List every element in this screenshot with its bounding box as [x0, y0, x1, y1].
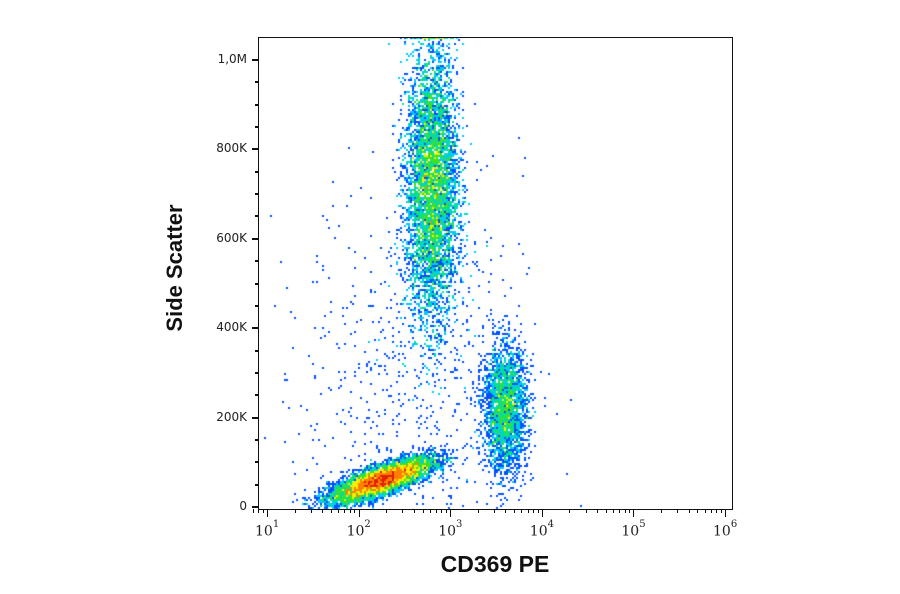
- y-tick-label: 0: [239, 499, 247, 513]
- y-minor-tick: [255, 193, 258, 196]
- x-tick-label: 106: [713, 519, 738, 540]
- x-minor-tick: [569, 509, 571, 513]
- x-minor-tick: [386, 509, 388, 513]
- y-tick: [252, 237, 258, 240]
- y-tick-label: 400K: [216, 320, 247, 335]
- x-minor-tick: [252, 509, 254, 513]
- x-minor-tick: [505, 509, 507, 513]
- x-minor-tick: [521, 509, 523, 513]
- y-minor-tick: [255, 394, 258, 397]
- x-minor-tick: [413, 509, 415, 513]
- x-minor-tick: [354, 509, 356, 513]
- x-tick-label: 102: [346, 519, 371, 540]
- x-minor-tick: [349, 509, 351, 513]
- x-minor-tick: [338, 509, 340, 513]
- x-minor-tick: [624, 509, 626, 513]
- plot-frame: [258, 37, 733, 510]
- x-minor-tick: [446, 509, 447, 513]
- y-minor-tick: [255, 81, 258, 84]
- y-tick-label: 800K: [216, 141, 247, 156]
- density-plot-area: [258, 37, 733, 510]
- y-minor-tick: [255, 461, 258, 464]
- x-minor-tick: [585, 509, 587, 513]
- x-minor-tick: [596, 509, 598, 513]
- x-minor-tick: [258, 509, 260, 513]
- x-minor-tick: [322, 509, 324, 513]
- x-minor-tick: [710, 509, 712, 513]
- x-tick: [633, 509, 635, 517]
- y-tick: [252, 327, 258, 330]
- x-tick: [358, 509, 360, 517]
- x-minor-tick: [537, 509, 539, 513]
- x-tick-label: 103: [438, 519, 463, 540]
- x-axis-label: CD369 PE: [440, 551, 550, 577]
- y-minor-tick: [255, 483, 258, 486]
- x-minor-tick: [344, 509, 346, 513]
- x-minor-tick: [677, 509, 679, 513]
- x-minor-tick: [605, 509, 607, 513]
- y-minor-tick: [255, 260, 258, 263]
- x-minor-tick: [429, 509, 431, 513]
- y-minor-tick: [255, 349, 258, 352]
- x-minor-tick: [441, 509, 443, 513]
- y-minor-tick: [255, 103, 258, 106]
- x-minor-tick: [436, 509, 437, 513]
- y-tick-label: 600K: [216, 230, 247, 245]
- x-minor-tick: [310, 509, 312, 513]
- y-minor-tick: [255, 438, 258, 441]
- y-tick-label: 200K: [216, 409, 247, 424]
- y-tick: [252, 416, 258, 419]
- y-minor-tick: [255, 371, 258, 374]
- x-minor-tick: [720, 509, 722, 513]
- y-minor-tick: [255, 170, 258, 173]
- x-minor-tick: [697, 509, 699, 513]
- x-tick-label: 104: [529, 519, 554, 540]
- x-minor-tick: [704, 509, 706, 513]
- x-minor-tick: [493, 509, 495, 513]
- x-minor-tick: [514, 509, 516, 513]
- x-minor-tick: [477, 509, 479, 513]
- x-minor-tick: [629, 509, 631, 513]
- x-tick: [725, 509, 726, 517]
- x-minor-tick: [532, 509, 534, 513]
- y-tick: [252, 59, 258, 61]
- y-minor-tick: [255, 126, 258, 129]
- x-minor-tick: [527, 509, 529, 513]
- x-minor-tick: [660, 509, 662, 513]
- x-minor-tick: [422, 509, 424, 513]
- x-minor-tick: [619, 509, 621, 513]
- x-tick-label: 105: [621, 519, 646, 540]
- x-minor-tick: [613, 509, 615, 513]
- x-tick: [267, 509, 268, 517]
- y-minor-tick: [255, 215, 258, 218]
- y-tick-label: 1,0M: [217, 52, 247, 66]
- y-tick: [252, 148, 258, 151]
- x-tick-label: 101: [255, 519, 280, 540]
- y-tick: [252, 506, 258, 508]
- x-minor-tick: [402, 509, 404, 513]
- y-minor-tick: [255, 304, 258, 307]
- x-minor-tick: [716, 509, 718, 513]
- y-minor-tick: [255, 282, 258, 285]
- x-minor-tick: [688, 509, 690, 513]
- x-tick: [541, 509, 543, 517]
- x-minor-tick: [294, 509, 296, 513]
- x-minor-tick: [331, 509, 333, 513]
- x-minor-tick: [262, 509, 264, 513]
- y-axis-label: Side Scatter: [162, 204, 187, 332]
- x-tick: [450, 509, 452, 517]
